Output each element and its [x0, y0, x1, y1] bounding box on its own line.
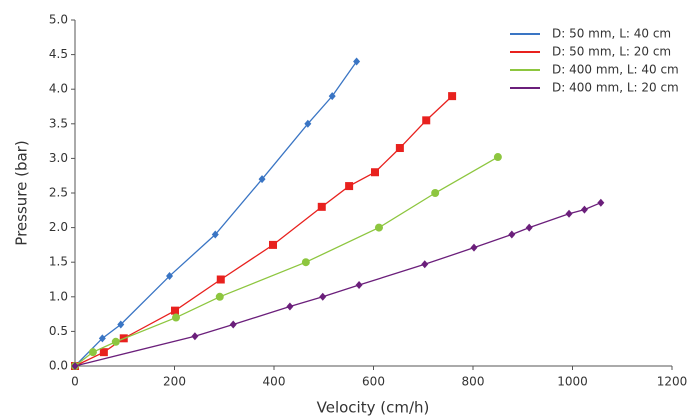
legend-label: D: 50 mm, L: 20 cm	[552, 45, 671, 59]
legend-label: D: 400 mm, L: 40 cm	[552, 63, 679, 77]
x-tick-label: 0	[71, 375, 79, 389]
y-tick-label: 1.5	[49, 255, 68, 269]
marker	[170, 306, 179, 315]
x-axis-title: Velocity (cm/h)	[317, 399, 430, 417]
y-tick-label: 5.0	[49, 13, 68, 27]
marker	[370, 168, 379, 177]
marker	[374, 223, 383, 232]
marker	[258, 175, 266, 184]
y-tick-label: 1.0	[49, 289, 68, 303]
marker	[493, 153, 502, 162]
marker	[171, 313, 180, 322]
y-tick-label: 0.0	[49, 359, 68, 373]
marker	[328, 92, 336, 101]
x-tick-label: 600	[362, 375, 385, 389]
x-tick-label: 1200	[657, 375, 688, 389]
marker	[431, 189, 440, 197]
marker	[395, 144, 404, 153]
y-tick-label: 2.5	[49, 186, 68, 200]
legend-label: D: 400 mm, L: 20 cm	[552, 81, 679, 95]
marker	[355, 281, 363, 290]
marker	[88, 348, 97, 357]
marker	[301, 258, 310, 267]
marker	[319, 292, 327, 301]
marker	[215, 292, 224, 301]
marker	[229, 320, 237, 329]
marker	[448, 92, 457, 101]
marker	[111, 337, 120, 346]
marker	[470, 243, 478, 252]
series-line	[74, 61, 358, 367]
marker	[117, 320, 125, 329]
marker	[508, 230, 516, 239]
marker	[98, 334, 106, 343]
marker	[216, 275, 225, 284]
marker	[269, 240, 278, 249]
marker	[565, 209, 573, 218]
y-tick-label: 0.5	[49, 324, 68, 338]
marker	[580, 205, 588, 214]
marker	[191, 332, 199, 341]
marker	[71, 362, 79, 370]
marker	[353, 57, 361, 66]
x-tick-label: 200	[163, 375, 186, 389]
y-tick-label: 2.0	[49, 220, 68, 234]
marker	[166, 272, 174, 281]
x-tick-label: 800	[462, 375, 485, 389]
x-tick-label: 1000	[557, 375, 588, 389]
marker	[421, 260, 429, 269]
marker	[345, 182, 354, 191]
marker	[317, 202, 326, 211]
y-tick-label: 3.0	[49, 151, 68, 165]
marker	[525, 223, 533, 232]
series-line	[74, 202, 602, 367]
y-axis-title: Pressure (bar)	[13, 140, 31, 245]
y-tick-label: 4.5	[49, 47, 68, 61]
legend-label: D: 50 mm, L: 40 cm	[552, 27, 671, 41]
series-line	[74, 95, 453, 367]
marker	[286, 302, 294, 311]
marker	[99, 348, 108, 357]
marker	[597, 198, 605, 207]
marker	[422, 116, 431, 125]
y-tick-label: 3.5	[49, 116, 68, 130]
marker	[304, 119, 312, 128]
marker	[211, 230, 219, 239]
y-tick-label: 4.0	[49, 82, 68, 96]
x-tick-label: 400	[263, 375, 286, 389]
